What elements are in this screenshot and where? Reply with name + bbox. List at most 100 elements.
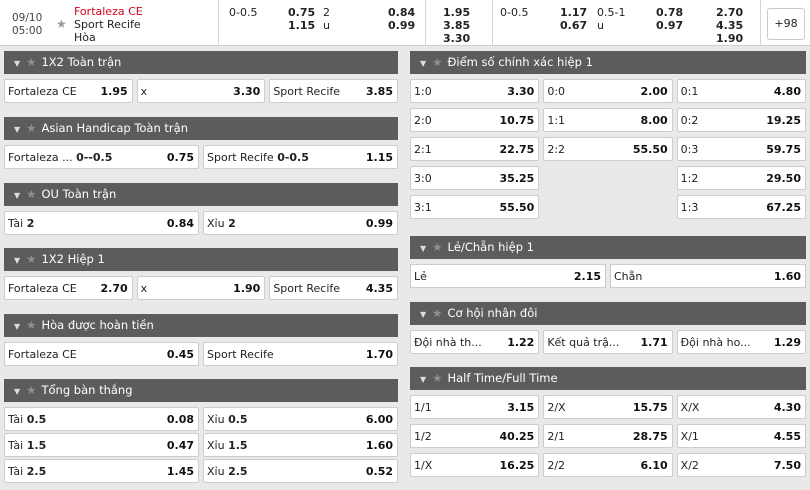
odd-value[interactable]: 55.50	[499, 201, 535, 214]
collapse-arrow-icon[interactable]: ▼	[420, 310, 427, 319]
odds-cell[interactable]: Kết quả trậ... 1.71	[543, 330, 673, 354]
odds-cell[interactable]: 2:1 22.75	[410, 137, 540, 161]
section-header[interactable]: ▼ ★ Lẻ/Chẵn hiệp 1	[410, 236, 806, 259]
odds-cell[interactable]: 3:0 35.25	[410, 166, 540, 190]
odds-cell[interactable]: Tài 1.5 0.47	[4, 433, 199, 457]
odd-value[interactable]: 1.60	[773, 270, 801, 283]
odd-value[interactable]: 3.30	[233, 85, 261, 98]
odds-cell[interactable]: 1:0 3.30	[410, 79, 540, 103]
odds-cell[interactable]: x 1.90	[136, 276, 266, 300]
odd-value[interactable]: 15.75	[632, 401, 668, 414]
pin-star-icon[interactable]: ★	[432, 306, 443, 320]
odds-cell[interactable]: Xỉu 2.5 0.52	[203, 459, 398, 483]
pin-star-icon[interactable]: ★	[26, 252, 37, 266]
odd-value[interactable]: 1.71	[640, 336, 668, 349]
odds-cell[interactable]: 1:1 8.00	[543, 108, 673, 132]
odds-cell[interactable]: Tài 2.5 1.45	[4, 459, 199, 483]
ft-1x2-draw-odd[interactable]: 3.30	[443, 32, 471, 45]
odds-cell[interactable]: 2:0 10.75	[410, 108, 540, 132]
odds-cell[interactable]: 2/1 28.75	[543, 424, 673, 448]
odd-value[interactable]: 8.00	[640, 114, 668, 127]
odd-value[interactable]: 4.30	[773, 401, 801, 414]
odds-cell[interactable]: Fortaleza CE 0.45	[4, 342, 199, 366]
collapse-arrow-icon[interactable]: ▼	[14, 256, 21, 265]
odd-value[interactable]: 3.85	[365, 85, 393, 98]
odd-value[interactable]: 0.75	[166, 151, 194, 164]
collapse-arrow-icon[interactable]: ▼	[420, 244, 427, 253]
odd-value[interactable]: 1.29	[773, 336, 801, 349]
odd-value[interactable]: 0.47	[166, 439, 194, 452]
odd-value[interactable]: 67.25	[766, 201, 801, 214]
pin-star-icon[interactable]: ★	[26, 318, 37, 332]
odds-cell[interactable]: Sport Recife 0-0.5 1.15	[203, 145, 398, 169]
odd-value[interactable]: 3.15	[507, 401, 535, 414]
odds-cell[interactable]: Xỉu 2 0.99	[203, 211, 398, 235]
odds-cell[interactable]: Tài 2 0.84	[4, 211, 199, 235]
odd-value[interactable]: 22.75	[499, 143, 535, 156]
collapse-arrow-icon[interactable]: ▼	[420, 59, 427, 68]
odd-value[interactable]: 6.10	[640, 459, 668, 472]
odd-value[interactable]: 0.52	[365, 465, 393, 478]
odd-value[interactable]: 1.22	[507, 336, 535, 349]
odd-value[interactable]: 10.75	[499, 114, 535, 127]
odds-cell[interactable]: 3:1 55.50	[410, 195, 540, 219]
odd-value[interactable]: 0.84	[166, 217, 194, 230]
odd-value[interactable]: 40.25	[499, 430, 535, 443]
collapse-arrow-icon[interactable]: ▼	[14, 59, 21, 68]
odd-value[interactable]: 3.30	[507, 85, 535, 98]
pin-star-icon[interactable]: ★	[26, 187, 37, 201]
odds-cell[interactable]: 0:0 2.00	[543, 79, 673, 103]
odd-value[interactable]: 2.15	[573, 270, 601, 283]
section-header[interactable]: ▼ ★ Tổng bàn thắng	[4, 379, 398, 402]
odds-cell[interactable]: Fortaleza CE 2.70	[4, 276, 133, 300]
pin-star-icon[interactable]: ★	[26, 121, 37, 135]
odd-value[interactable]: 1.90	[233, 282, 261, 295]
odds-cell[interactable]: 0:2 19.25	[676, 108, 806, 132]
odds-cell[interactable]: 2/2 6.10	[543, 453, 673, 477]
h1-handicap-away-odd[interactable]: 0.67	[560, 19, 588, 32]
odds-cell[interactable]: Tài 0.5 0.08	[4, 407, 199, 431]
section-header[interactable]: ▼ ★ Cơ hội nhân đôi	[410, 302, 806, 325]
odd-value[interactable]: 7.50	[773, 459, 801, 472]
odds-cell[interactable]: Xỉu 0.5 6.00	[203, 407, 398, 431]
ft-handicap-away-odd[interactable]: 1.15	[288, 19, 316, 32]
odd-value[interactable]: 55.50	[632, 143, 668, 156]
ft-handicap-home-odd[interactable]: 0.75	[288, 6, 316, 19]
section-header[interactable]: ▼ ★ Half Time/Full Time	[410, 367, 806, 390]
pin-star-icon[interactable]: ★	[432, 371, 443, 385]
section-header[interactable]: ▼ ★ Điểm số chính xác hiệp 1	[410, 51, 806, 74]
odd-value[interactable]: 6.00	[365, 413, 393, 426]
section-header[interactable]: ▼ ★ OU Toàn trận	[4, 183, 398, 206]
h1-1x2-home-odd[interactable]: 2.70	[716, 6, 744, 19]
odds-cell[interactable]: X/X 4.30	[676, 395, 806, 419]
odd-value[interactable]: 0.99	[365, 217, 393, 230]
odds-cell[interactable]: 1/X 16.25	[410, 453, 540, 477]
odds-cell[interactable]: Chẵn 1.60	[610, 264, 806, 288]
odd-value[interactable]: 1.15	[365, 151, 393, 164]
section-header[interactable]: ▼ ★ 1X2 Toàn trận	[4, 51, 398, 74]
pin-star-icon[interactable]: ★	[26, 55, 37, 69]
odd-value[interactable]: 4.80	[773, 85, 801, 98]
odds-cell[interactable]: 2:2 55.50	[543, 137, 673, 161]
odd-value[interactable]: 35.25	[499, 172, 535, 185]
odds-cell[interactable]: Xỉu 1.5 1.60	[203, 433, 398, 457]
odds-cell[interactable]: 1/1 3.15	[410, 395, 540, 419]
odd-value[interactable]: 16.25	[499, 459, 535, 472]
ft-ou-under-odd[interactable]: 0.99	[388, 19, 416, 32]
h1-ou-under-odd[interactable]: 0.97	[656, 19, 684, 32]
favorite-star-icon[interactable]: ★	[56, 17, 67, 31]
odds-cell[interactable]: Sport Recife 4.35	[269, 276, 398, 300]
odds-cell[interactable]: 0:3 59.75	[676, 137, 806, 161]
odds-cell[interactable]: Lẻ 2.15	[410, 264, 606, 288]
odds-cell[interactable]: Sport Recife 3.85	[269, 79, 398, 103]
h1-1x2-away-odd[interactable]: 4.35	[716, 19, 744, 32]
odds-cell[interactable]: Fortaleza ... 0--0.5 0.75	[4, 145, 199, 169]
odds-cell[interactable]: X/1 4.55	[676, 424, 806, 448]
pin-star-icon[interactable]: ★	[26, 383, 37, 397]
collapse-arrow-icon[interactable]: ▼	[14, 387, 21, 396]
odds-cell[interactable]: Đội nhà th... 1.22	[410, 330, 540, 354]
odd-value[interactable]: 1.45	[166, 465, 194, 478]
odds-cell[interactable]: 1:3 67.25	[676, 195, 806, 219]
collapse-arrow-icon[interactable]: ▼	[420, 375, 427, 384]
odds-cell[interactable]: 1:2 29.50	[676, 166, 806, 190]
